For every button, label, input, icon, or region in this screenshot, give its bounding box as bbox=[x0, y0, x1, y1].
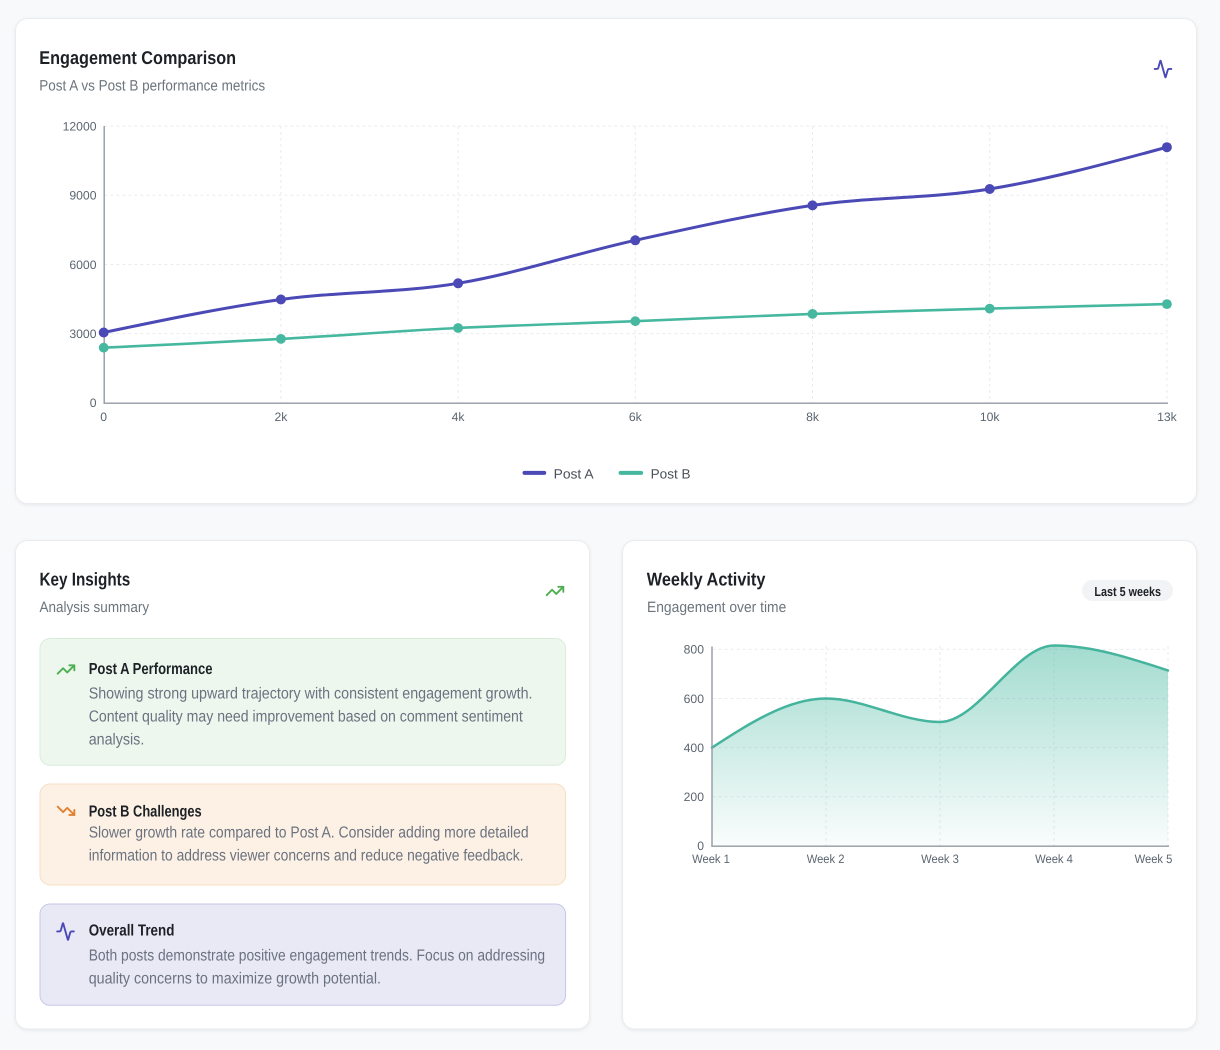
svg-text:13k: 13k bbox=[1157, 410, 1178, 424]
svg-text:3000: 3000 bbox=[69, 327, 96, 341]
svg-text:8k: 8k bbox=[806, 410, 820, 424]
svg-text:Week 2: Week 2 bbox=[807, 852, 845, 866]
svg-text:0: 0 bbox=[697, 839, 704, 853]
svg-text:Week 4: Week 4 bbox=[1035, 852, 1073, 866]
svg-text:12000: 12000 bbox=[63, 119, 97, 133]
svg-text:600: 600 bbox=[684, 692, 705, 706]
svg-text:200: 200 bbox=[684, 790, 705, 804]
svg-text:Engagement Comparison: Engagement Comparison bbox=[39, 47, 236, 68]
svg-text:400: 400 bbox=[684, 741, 705, 755]
svg-text:Post B: Post B bbox=[651, 466, 691, 481]
svg-text:Analysis summary: Analysis summary bbox=[40, 599, 150, 616]
svg-text:information to address viewer: information to address viewer concerns a… bbox=[89, 847, 524, 864]
svg-text:Showing strong upward trajecto: Showing strong upward trajectory with co… bbox=[89, 685, 533, 702]
svg-text:Engagement over time: Engagement over time bbox=[647, 599, 786, 616]
svg-text:Post A vs Post B performance m: Post A vs Post B performance metrics bbox=[39, 77, 265, 94]
svg-text:0: 0 bbox=[100, 410, 107, 424]
svg-text:Both posts demonstrate positiv: Both posts demonstrate positive engageme… bbox=[89, 947, 545, 964]
svg-text:Overall Trend: Overall Trend bbox=[89, 923, 175, 940]
svg-text:0: 0 bbox=[90, 396, 97, 410]
svg-text:6k: 6k bbox=[629, 410, 643, 424]
svg-text:Post A Performance: Post A Performance bbox=[89, 661, 213, 678]
svg-text:Weekly Activity: Weekly Activity bbox=[647, 568, 766, 589]
svg-text:Last 5 weeks: Last 5 weeks bbox=[1094, 584, 1161, 599]
svg-text:Week 5: Week 5 bbox=[1135, 852, 1173, 866]
svg-text:800: 800 bbox=[684, 643, 705, 657]
svg-text:Post B Challenges: Post B Challenges bbox=[89, 803, 202, 820]
svg-text:quality concerns to maximize g: quality concerns to maximize growth pote… bbox=[89, 971, 381, 988]
svg-text:Post A: Post A bbox=[554, 466, 594, 481]
svg-text:analysis.: analysis. bbox=[89, 732, 145, 749]
svg-text:Week 1: Week 1 bbox=[692, 852, 730, 866]
svg-text:6000: 6000 bbox=[69, 258, 96, 272]
svg-text:Content quality may need impro: Content quality may need improvement bas… bbox=[89, 709, 524, 726]
svg-text:10k: 10k bbox=[980, 410, 1001, 424]
svg-text:9000: 9000 bbox=[69, 189, 96, 203]
svg-text:Slower growth rate compared to: Slower growth rate compared to Post A. C… bbox=[89, 824, 529, 841]
svg-text:4k: 4k bbox=[452, 410, 466, 424]
svg-text:Week 3: Week 3 bbox=[921, 852, 959, 866]
svg-text:Key Insights: Key Insights bbox=[40, 569, 131, 590]
svg-text:2k: 2k bbox=[274, 410, 288, 424]
